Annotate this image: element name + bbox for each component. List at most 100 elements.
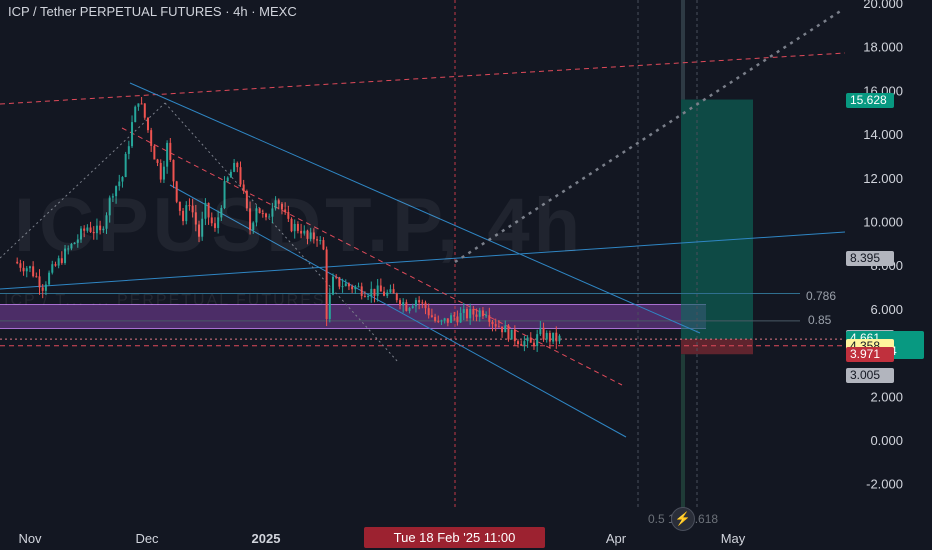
candle-body bbox=[51, 264, 54, 273]
candle-body bbox=[162, 166, 165, 180]
chart-title: ICP / Tether PERPETUAL FUTURES · 4h · ME… bbox=[8, 4, 297, 19]
x-tick-label: May bbox=[721, 531, 746, 546]
x-tick-label: Dec bbox=[135, 531, 159, 546]
candle-body bbox=[520, 344, 523, 346]
candle-body bbox=[118, 181, 121, 187]
candle-body bbox=[143, 103, 146, 118]
candle-body bbox=[341, 286, 344, 288]
candle-body bbox=[290, 218, 293, 232]
candle-body bbox=[411, 306, 414, 309]
candle-body bbox=[370, 288, 373, 297]
candle-body bbox=[229, 171, 232, 178]
candle-body bbox=[242, 184, 245, 191]
candle-body bbox=[335, 276, 338, 278]
price-tag: 8.395 bbox=[846, 250, 894, 266]
y-tick-label: 20.000 bbox=[863, 0, 903, 11]
candle-body bbox=[108, 197, 111, 216]
candle-body bbox=[178, 201, 181, 211]
candle-body bbox=[16, 261, 19, 264]
candle-body bbox=[296, 223, 299, 231]
candle-body bbox=[497, 326, 500, 328]
projection-line bbox=[454, 8, 843, 264]
candle-body bbox=[338, 277, 341, 287]
candle-body bbox=[249, 208, 252, 231]
candle-body bbox=[523, 341, 526, 346]
candle-body bbox=[459, 312, 462, 323]
candle-body bbox=[124, 153, 127, 178]
candle-body bbox=[488, 315, 491, 322]
candle-body bbox=[354, 286, 357, 290]
fib-level-085: 0.85 bbox=[808, 313, 832, 327]
y-tick-label: 10.000 bbox=[863, 215, 903, 230]
candle-body bbox=[44, 284, 47, 291]
candle-body bbox=[465, 309, 468, 319]
candle-body bbox=[357, 286, 360, 288]
candle-body bbox=[188, 205, 191, 207]
candle-body bbox=[83, 228, 86, 231]
candle-body bbox=[258, 208, 261, 214]
candle-body bbox=[367, 296, 370, 298]
candle-body bbox=[548, 332, 551, 342]
candle-body bbox=[462, 309, 465, 313]
candle-body bbox=[169, 142, 172, 160]
candle-body bbox=[252, 222, 255, 231]
lightning-icon[interactable]: ⚡ bbox=[671, 507, 695, 531]
candle-body bbox=[239, 167, 242, 185]
candle-body bbox=[347, 283, 350, 287]
candle-body bbox=[325, 249, 328, 319]
candle-body bbox=[153, 145, 156, 160]
long-position-stop bbox=[681, 339, 753, 355]
y-tick-label: -2.000 bbox=[866, 477, 903, 492]
crosshair-time-label: Tue 18 Feb '25 11:00 bbox=[364, 527, 545, 548]
candle-body bbox=[48, 272, 51, 285]
candle-body bbox=[427, 308, 430, 316]
y-tick-label: 14.000 bbox=[863, 127, 903, 142]
channel-lower-line bbox=[169, 184, 627, 438]
candle-body bbox=[76, 239, 79, 243]
candle-body bbox=[198, 224, 201, 237]
candle-body bbox=[293, 223, 296, 232]
candle-body bbox=[223, 181, 226, 208]
candle-body bbox=[306, 230, 309, 239]
channel-upper-line bbox=[129, 82, 701, 334]
long-term-support-trendline bbox=[0, 231, 846, 290]
price-tag-value: 8.395 bbox=[850, 250, 881, 265]
candle-body bbox=[233, 162, 236, 172]
candle-body bbox=[64, 248, 67, 263]
price-tag: 15.628 bbox=[846, 92, 894, 108]
candle-body bbox=[134, 106, 137, 123]
candle-body bbox=[274, 200, 277, 209]
candle-body bbox=[207, 202, 210, 218]
candle-body bbox=[392, 289, 395, 294]
position-handle-bottom bbox=[681, 354, 685, 510]
candle-body bbox=[105, 215, 108, 229]
candle-body bbox=[175, 181, 178, 202]
candle-body bbox=[204, 202, 207, 219]
candle-body bbox=[469, 308, 472, 319]
candle-body bbox=[102, 228, 105, 231]
candle-body bbox=[54, 264, 57, 266]
fib-level-0786: 0.786 bbox=[806, 289, 837, 303]
resistance-trendline-red bbox=[0, 52, 846, 105]
candle-body bbox=[552, 332, 555, 342]
candle-body bbox=[60, 258, 63, 263]
candle-body bbox=[41, 287, 44, 291]
y-tick-label: 0.000 bbox=[870, 433, 903, 448]
position-handle-top bbox=[681, 0, 685, 100]
candle-body bbox=[159, 162, 162, 180]
candle-body bbox=[156, 159, 159, 163]
symbol-watermark-subtitle: ICP / T... ... PERPETUAL FUTURES bbox=[4, 292, 326, 309]
candle-body bbox=[73, 242, 76, 244]
x-tick-label: Nov bbox=[18, 531, 42, 546]
candle-body bbox=[150, 130, 153, 146]
candle-body bbox=[485, 315, 488, 317]
channel-mid-line bbox=[121, 127, 623, 386]
candle-body bbox=[111, 196, 114, 198]
candle-body bbox=[545, 332, 548, 340]
candle-body bbox=[312, 232, 315, 240]
candle-body bbox=[363, 295, 366, 297]
candle-body bbox=[446, 318, 449, 323]
candle-body bbox=[322, 240, 325, 250]
y-tick-label: 12.000 bbox=[863, 171, 903, 186]
